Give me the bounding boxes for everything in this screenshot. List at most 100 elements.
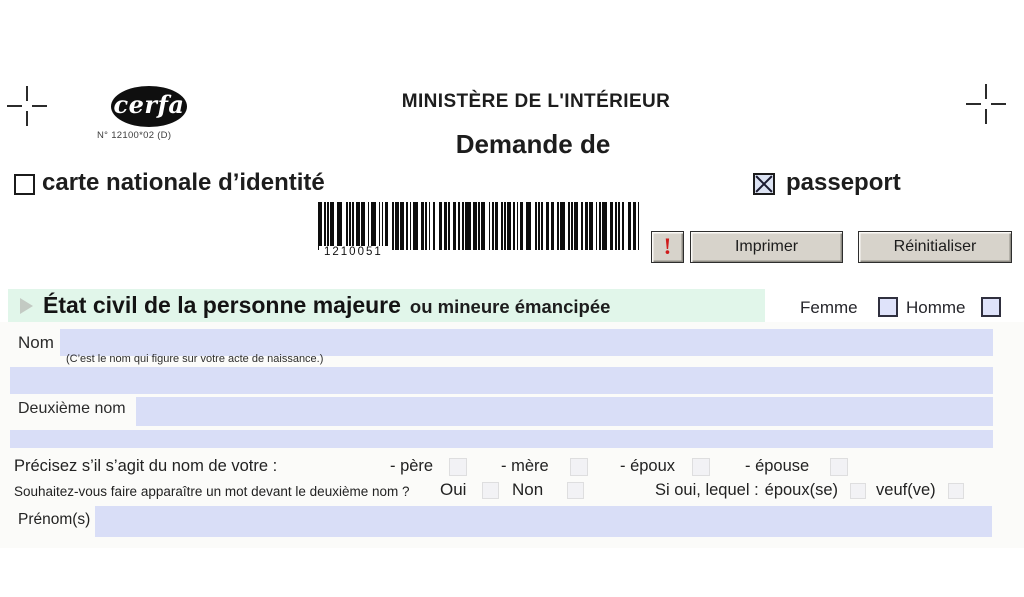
barcode-bar	[525, 202, 532, 250]
section-title: État civil de la personne majeure	[43, 292, 401, 318]
barcode-bar	[327, 202, 330, 250]
registration-mark-left	[7, 86, 47, 126]
crosshair-line	[991, 103, 1006, 105]
barcode-bar	[556, 202, 559, 250]
femme-checkbox[interactable]	[878, 297, 898, 317]
non-checkbox[interactable]	[567, 482, 584, 499]
alert-button[interactable]: !	[651, 231, 684, 263]
oui-checkbox[interactable]	[482, 482, 499, 499]
barcode: 1210051	[318, 202, 648, 264]
barcode-bar	[370, 202, 376, 250]
nom-note: (C’est le nom qui figure sur votre acte …	[66, 353, 324, 365]
barcode-bar	[627, 202, 632, 250]
triangle-icon	[20, 297, 33, 314]
pere-checkbox[interactable]	[449, 458, 467, 476]
barcode-bar	[488, 202, 491, 250]
mere-label: - mère	[501, 457, 549, 475]
epouse-label: - épouse	[745, 457, 810, 475]
barcode-bar	[598, 202, 601, 250]
barcode-bar	[420, 202, 425, 250]
deuxieme-nom-field[interactable]	[136, 397, 993, 426]
crosshair-line	[985, 84, 987, 99]
crosshair-line	[26, 86, 28, 101]
epouxse-checkbox[interactable]	[850, 482, 867, 499]
barcode-bar	[601, 202, 608, 250]
barcode-bar	[428, 202, 431, 250]
barcode-bar	[367, 202, 370, 250]
barcode-bar	[559, 202, 566, 250]
barcode-number: 1210051	[319, 246, 388, 258]
si-oui-label: Si oui, lequel :	[655, 481, 759, 499]
barcode-bar	[438, 202, 443, 250]
barcode-bar	[538, 202, 540, 250]
imprimer-button[interactable]: Imprimer	[690, 231, 843, 263]
barcode-bar	[617, 202, 620, 250]
barcode-bar	[400, 202, 404, 250]
prenoms-field[interactable]	[95, 506, 992, 537]
barcode-bar	[462, 202, 464, 250]
barcode-bar	[392, 202, 395, 250]
barcode-bar	[550, 202, 555, 250]
pere-label: - père	[390, 457, 434, 475]
epouxse-label: époux(se)	[764, 481, 839, 499]
epoux-checkbox[interactable]	[692, 458, 710, 476]
barcode-bar	[356, 202, 361, 250]
reinitialiser-button[interactable]: Réinitialiser	[858, 231, 1012, 263]
barcode-bar	[519, 202, 524, 250]
barcode-bar	[581, 202, 584, 250]
precisez-label: Précisez s’il s’agit du nom de votre :	[14, 457, 278, 475]
barcode-bar	[395, 202, 399, 250]
barcode-bar	[448, 202, 451, 250]
prenoms-label: Prénom(s)	[18, 511, 91, 528]
homme-checkbox[interactable]	[981, 297, 1001, 317]
barcode-bar	[504, 202, 506, 250]
deuxieme-nom-field-line2[interactable]	[10, 430, 993, 448]
barcode-bar	[614, 202, 617, 250]
barcode-bar	[378, 202, 381, 250]
barcode-bar	[425, 202, 428, 250]
barcode-bar	[336, 202, 342, 250]
barcode-bar	[481, 202, 485, 250]
nom-field-line2[interactable]	[10, 367, 993, 394]
barcode-bar	[567, 202, 570, 250]
veufve-checkbox[interactable]	[947, 482, 964, 499]
passeport-label: passeport	[786, 169, 901, 196]
registration-mark-right	[966, 84, 1006, 124]
barcode-bar	[513, 202, 516, 250]
barcode-bar	[595, 202, 598, 250]
barcode-bar	[622, 202, 624, 250]
si-oui-row: Si oui, lequel : époux(se) veuf(ve)	[655, 481, 964, 500]
barcode-bar	[584, 202, 589, 250]
barcode-bar	[507, 202, 511, 250]
barcode-bar	[570, 202, 573, 250]
deuxieme-nom-label: Deuxième nom	[18, 400, 126, 417]
nom-field[interactable]	[60, 329, 993, 356]
barcode-bar	[381, 202, 384, 250]
barcode-bar	[384, 202, 389, 250]
barcode-bar	[516, 202, 519, 250]
passeport-checkbox[interactable]	[753, 173, 775, 195]
carte-identite-checkbox[interactable]	[14, 174, 35, 195]
barcode-bar	[465, 202, 471, 250]
barcode-bar	[589, 202, 594, 250]
cerfa-number: N° 12100*02 (D)	[97, 130, 172, 141]
mere-checkbox[interactable]	[570, 458, 588, 476]
barcode-bar	[409, 202, 412, 250]
oui-label: Oui	[440, 480, 467, 499]
nom-label: Nom	[18, 333, 54, 352]
barcode-bar	[345, 202, 348, 250]
crosshair-line	[26, 111, 28, 126]
request-title: Demande de	[455, 129, 611, 159]
femme-label: Femme	[800, 298, 858, 317]
epouse-checkbox[interactable]	[830, 458, 848, 476]
crosshair-line	[985, 109, 987, 124]
barcode-bar	[491, 202, 494, 250]
crosshair-line	[32, 105, 47, 107]
barcode-bars	[318, 202, 648, 250]
barcode-bar	[478, 202, 480, 250]
barcode-bar	[348, 202, 351, 250]
barcode-bar	[318, 202, 322, 250]
cerfa-logo-text: cerfa	[113, 90, 185, 119]
crosshair-line	[966, 103, 981, 105]
